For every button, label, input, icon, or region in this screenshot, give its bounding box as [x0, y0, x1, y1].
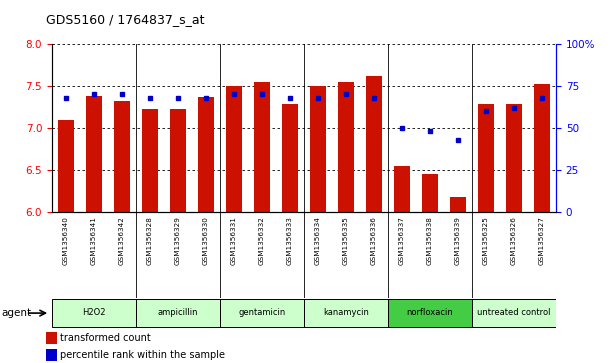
Text: GDS5160 / 1764837_s_at: GDS5160 / 1764837_s_at	[46, 13, 204, 26]
Bar	[507, 104, 522, 212]
Text: GSM1356332: GSM1356332	[259, 216, 265, 265]
Bar	[304, 299, 388, 327]
Text: GSM1356334: GSM1356334	[315, 216, 321, 265]
Bar	[58, 119, 74, 212]
Bar	[220, 299, 304, 327]
Bar	[366, 76, 382, 212]
Text: H2O2: H2O2	[82, 308, 106, 317]
Bar	[254, 82, 269, 212]
Bar	[136, 299, 220, 327]
Bar	[338, 82, 354, 212]
Bar	[46, 349, 57, 361]
Bar	[422, 174, 437, 212]
Text: norfloxacin: norfloxacin	[406, 308, 453, 317]
Text: percentile rank within the sample: percentile rank within the sample	[60, 350, 225, 360]
Text: GSM1356337: GSM1356337	[399, 216, 405, 265]
Bar	[170, 109, 186, 212]
Bar	[114, 101, 130, 212]
Text: GSM1356328: GSM1356328	[147, 216, 153, 265]
Bar	[198, 97, 214, 212]
Bar	[394, 166, 410, 212]
Text: transformed count: transformed count	[60, 333, 152, 343]
Bar	[226, 86, 242, 212]
Bar	[46, 332, 57, 344]
Text: GSM1356327: GSM1356327	[539, 216, 545, 265]
Bar	[450, 197, 466, 212]
Text: GSM1356335: GSM1356335	[343, 216, 349, 265]
Text: gentamicin: gentamicin	[238, 308, 285, 317]
Bar	[282, 104, 298, 212]
Bar	[52, 299, 136, 327]
Text: agent: agent	[1, 308, 31, 318]
Text: ampicillin: ampicillin	[158, 308, 198, 317]
Text: GSM1356329: GSM1356329	[175, 216, 181, 265]
Bar	[478, 104, 494, 212]
Text: GSM1356325: GSM1356325	[483, 216, 489, 265]
Bar	[534, 84, 550, 212]
Text: GSM1356341: GSM1356341	[91, 216, 97, 265]
Bar	[142, 109, 158, 212]
Bar	[388, 299, 472, 327]
Text: GSM1356333: GSM1356333	[287, 216, 293, 265]
Bar	[472, 299, 556, 327]
Text: GSM1356331: GSM1356331	[231, 216, 237, 265]
Text: GSM1356330: GSM1356330	[203, 216, 209, 265]
Text: GSM1356339: GSM1356339	[455, 216, 461, 265]
Bar	[86, 96, 101, 212]
Bar	[310, 86, 326, 212]
Text: GSM1356342: GSM1356342	[119, 216, 125, 265]
Text: GSM1356326: GSM1356326	[511, 216, 517, 265]
Text: GSM1356340: GSM1356340	[63, 216, 69, 265]
Text: kanamycin: kanamycin	[323, 308, 369, 317]
Text: GSM1356336: GSM1356336	[371, 216, 377, 265]
Text: GSM1356338: GSM1356338	[427, 216, 433, 265]
Text: untreated control: untreated control	[477, 308, 551, 317]
